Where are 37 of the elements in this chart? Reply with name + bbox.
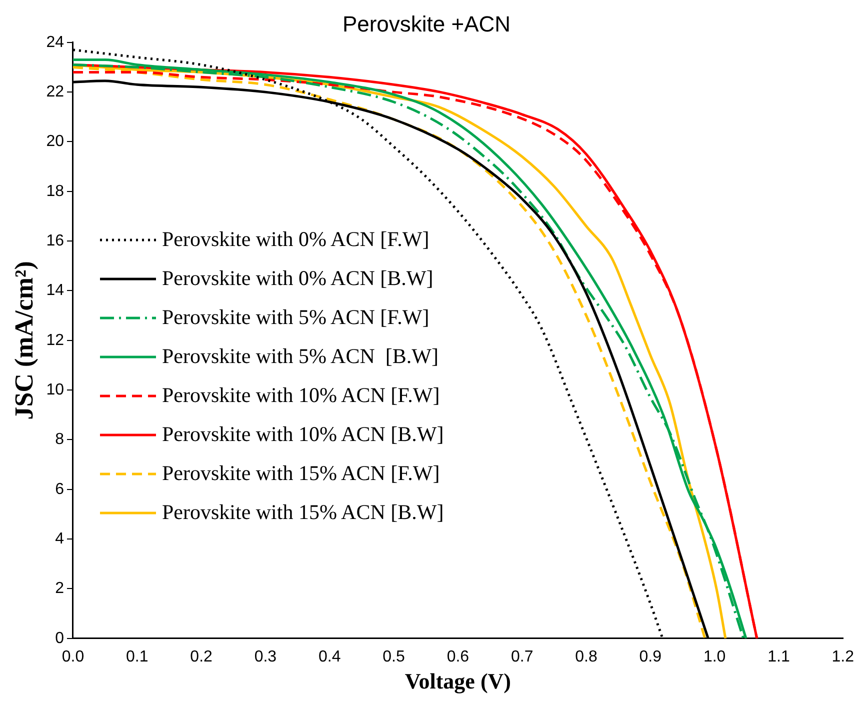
y-tick-label: 20 [46,133,64,150]
x-tick-label: 0.4 [318,648,341,666]
y-tick-label: 24 [46,34,64,51]
y-tick-label: 0 [55,630,64,647]
y-tick-label: 18 [46,182,64,200]
y-tick-label: 12 [46,332,64,349]
legend-label: Perovskite with 0% ACN [B.W] [162,265,434,292]
y-tick-label: 10 [46,381,64,398]
x-tick-label: 0.7 [510,648,534,666]
x-axis-title: Voltage (V) [404,668,511,694]
legend-label: Perovskite with 15% ACN [B.W] [162,499,444,526]
legend-label: Perovskite with 5% ACN [B.W] [162,343,438,370]
y-tick-label: 8 [55,431,64,448]
x-tick-label: 0.9 [639,648,662,666]
x-tick-label: 0.2 [190,648,213,666]
legend-label: Perovskite with 10% ACN [B.W] [162,421,444,448]
x-tick-label: 0.5 [382,648,405,666]
x-tick-label: 0.0 [62,648,84,666]
x-tick-label: 0.1 [126,648,148,666]
y-tick-label: 6 [55,480,64,498]
legend-label: Perovskite with 0% ACN [F.W] [162,226,430,254]
x-tick-label: 1.2 [832,648,854,666]
x-tick-label: 0.8 [575,648,598,666]
legend-label: Perovskite with 15% ACN [F.W] [162,460,440,488]
y-axis-title: JSC (mA/cm²) [9,261,38,420]
y-tick-label: 2 [55,580,64,598]
y-tick-label: 16 [46,232,64,250]
legend-label: Perovskite with 5% ACN [F.W] [162,304,430,332]
chart-title: Perovskite +ACN [342,11,511,36]
legend-label: Perovskite with 10% ACN [F.W] [162,382,440,410]
x-tick-label: 1.0 [703,648,726,666]
x-tick-label: 0.3 [254,648,277,666]
x-tick-label: 0.6 [446,648,470,666]
y-tick-label: 14 [46,282,64,300]
y-tick-label: 4 [55,530,64,548]
x-tick-label: 1.1 [768,648,790,666]
y-tick-label: 22 [46,83,64,100]
